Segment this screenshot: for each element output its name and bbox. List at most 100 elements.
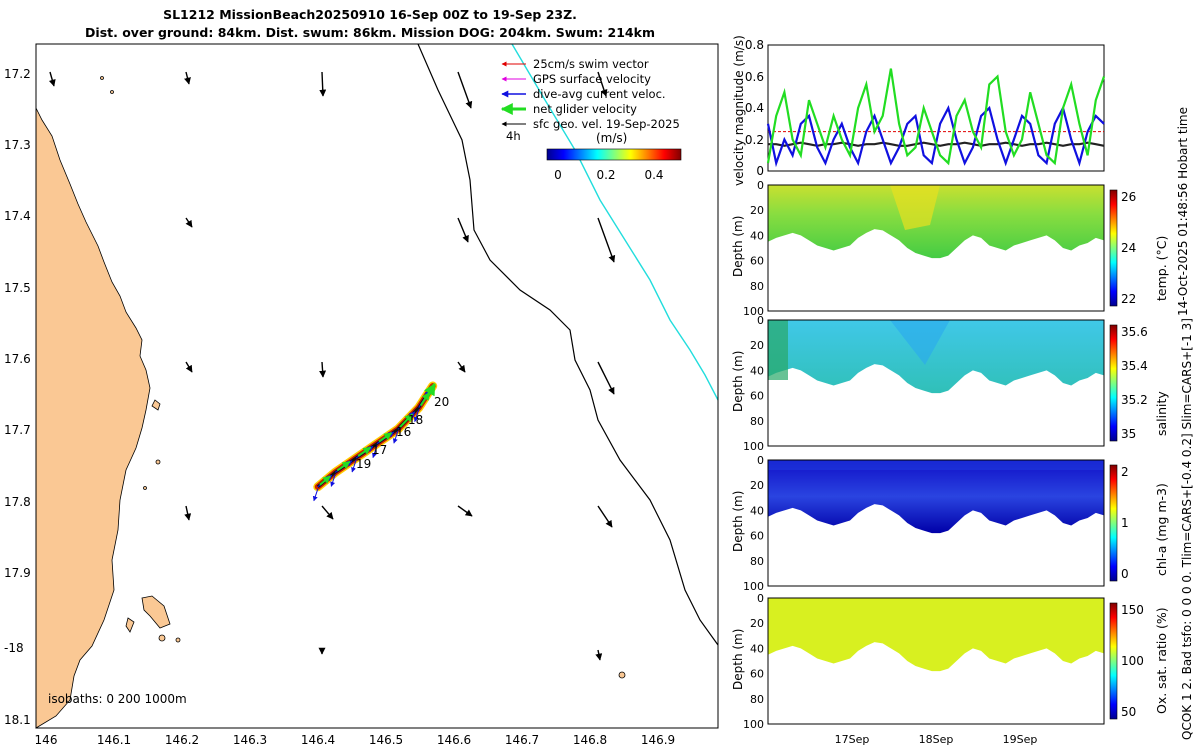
colorbar-tick-label: 2	[1121, 465, 1129, 479]
y-tick-label: 17.8	[4, 495, 31, 509]
section-frame	[767, 459, 1105, 587]
date-axis: 17Sep 18Sep 19Sep	[835, 733, 1038, 746]
colorbar-tick-label: 35.2	[1121, 393, 1148, 407]
date-tick-label: 17Sep	[835, 733, 870, 746]
colorbar-label: salinity	[1154, 391, 1169, 436]
current-vector	[392, 431, 399, 444]
track-day-label: 19	[356, 457, 371, 471]
depth-tick-label: 40	[750, 504, 764, 517]
colorbar-tick-label: 50	[1121, 705, 1136, 719]
current-vector	[330, 474, 336, 487]
net-velocity-vector	[336, 460, 351, 472]
x-tick-label: 146.4	[301, 733, 335, 747]
colorbar-tick: 0	[554, 168, 562, 182]
x-tick-label: 146.8	[573, 733, 607, 747]
x-tick-label: 146.6	[437, 733, 471, 747]
section-data-fill	[768, 320, 1104, 394]
map-x-axis: 146 146.1 146.2 146.3 146.4 146.5 146.6 …	[35, 733, 676, 747]
y-tick-label: 17.4	[4, 209, 31, 223]
colorbar-label: Ox. sat. ratio (%)	[1154, 607, 1169, 714]
depth-axis-label: Depth (m)	[731, 491, 745, 552]
colorbar-label: temp. (°C)	[1154, 236, 1169, 301]
isobath-1000m	[511, 43, 719, 401]
date-tick-label: 19Sep	[1003, 733, 1038, 746]
x-tick-label: 146.2	[165, 733, 199, 747]
legend-label: dive-avg current veloc.	[533, 87, 666, 101]
velocity-panel: 0.8 0.6 0.4 0.2 0 velocity magnitude (m/…	[732, 35, 1106, 186]
net-velocity-vector	[378, 432, 393, 443]
map-frame	[35, 43, 719, 729]
y-tick-label: 0.4	[745, 101, 764, 115]
y-tick-label: 18.1	[4, 713, 31, 727]
chart-title: SL1212 MissionBeach20250910 16-Sep 00Z t…	[163, 7, 577, 22]
geostrophic-vectors	[48, 71, 616, 661]
depth-axis-label: Depth (m)	[731, 216, 745, 277]
y-tick-label: 17.7	[4, 423, 31, 437]
island	[141, 595, 171, 629]
colorbar-tick-label: 0	[1121, 567, 1129, 581]
section-surface-band	[768, 460, 1104, 470]
current-vector	[413, 409, 420, 423]
section-colorbar	[1109, 324, 1118, 442]
track-day-label: 16	[396, 425, 411, 439]
colorbar-title: (m/s)	[596, 131, 627, 145]
depth-tick-label: 20	[750, 617, 764, 630]
current-vector	[351, 459, 357, 473]
legend-label: sfc geo. vel. 19-Sep-2025	[533, 117, 680, 131]
track-line	[316, 385, 434, 488]
island	[155, 459, 161, 465]
speed-colorbar	[546, 148, 682, 161]
depth-axis-label: Depth (m)	[731, 629, 745, 690]
depth-tick-label: 20	[750, 479, 764, 492]
island	[143, 486, 147, 490]
depth-tick-label: 100	[743, 440, 764, 453]
velocity-y-ticks: 0.8 0.6 0.4 0.2 0	[745, 38, 764, 178]
island	[618, 671, 626, 679]
x-tick-label: 146	[35, 733, 58, 747]
velocity-frame	[767, 44, 1105, 172]
depth-tick-label: 80	[750, 693, 764, 706]
qc-note: QCOK 1 2. Bad tsfo: 0 0 0 0. Tlim=CARS+[…	[1180, 318, 1194, 740]
x-tick-label: 146.1	[97, 733, 131, 747]
depth-tick-label: 100	[743, 305, 764, 318]
island	[110, 90, 114, 94]
colorbar-tick: 0.4	[644, 168, 663, 182]
y-tick-label: 17.2	[4, 67, 31, 81]
y-tick-label: 17.3	[4, 138, 31, 152]
colorbar-tick-label: 35	[1121, 427, 1136, 441]
current-vector	[312, 488, 319, 502]
depth-tick-label: 40	[750, 229, 764, 242]
colorbar-tick-label: 22	[1121, 292, 1136, 306]
net-velocity-vector	[399, 413, 414, 428]
depth-tick-label: 80	[750, 280, 764, 293]
depth-tick-label: 0	[757, 592, 764, 605]
isobaths-label: isobaths: 0 200 1000m	[48, 692, 187, 706]
low-salinity-patch	[768, 320, 788, 380]
x-tick-label: 146.9	[641, 733, 675, 747]
fresh-patch	[890, 320, 950, 365]
y-tick-label: -18	[4, 641, 24, 655]
section-salinity: 0 20 40 60 80 100 Depth (m) 35.6 35.4 35.2 35 salin…	[731, 314, 1169, 453]
colorbar-tick-label: 1	[1121, 516, 1129, 530]
section-data-fill	[768, 460, 1104, 534]
legend-time-step: 4h	[506, 129, 521, 143]
track-day-label: 20	[434, 395, 449, 409]
legend-label: 25cm/s swim vector	[533, 57, 649, 71]
x-tick-label: 146.7	[505, 733, 539, 747]
section-colorbar	[1109, 464, 1118, 582]
net-velocity-vector	[319, 475, 331, 486]
section-frame	[767, 597, 1105, 725]
section-data-fill	[768, 185, 1104, 259]
warm-patch	[890, 185, 940, 230]
colorbar-tick-label: 150	[1121, 603, 1144, 617]
track-day-label: 17	[372, 443, 387, 457]
isobath-200m	[417, 43, 719, 646]
y-tick-label: 17.9	[4, 566, 31, 580]
timestamp-note: 14-Oct-2025 01:48:56 Hobart time	[1176, 107, 1190, 316]
depth-tick-label: 0	[757, 179, 764, 192]
island	[175, 637, 181, 643]
map-y-axis: 17.2 17.3 17.4 17.5 17.6 17.7 17.8 17.9 …	[4, 67, 31, 727]
